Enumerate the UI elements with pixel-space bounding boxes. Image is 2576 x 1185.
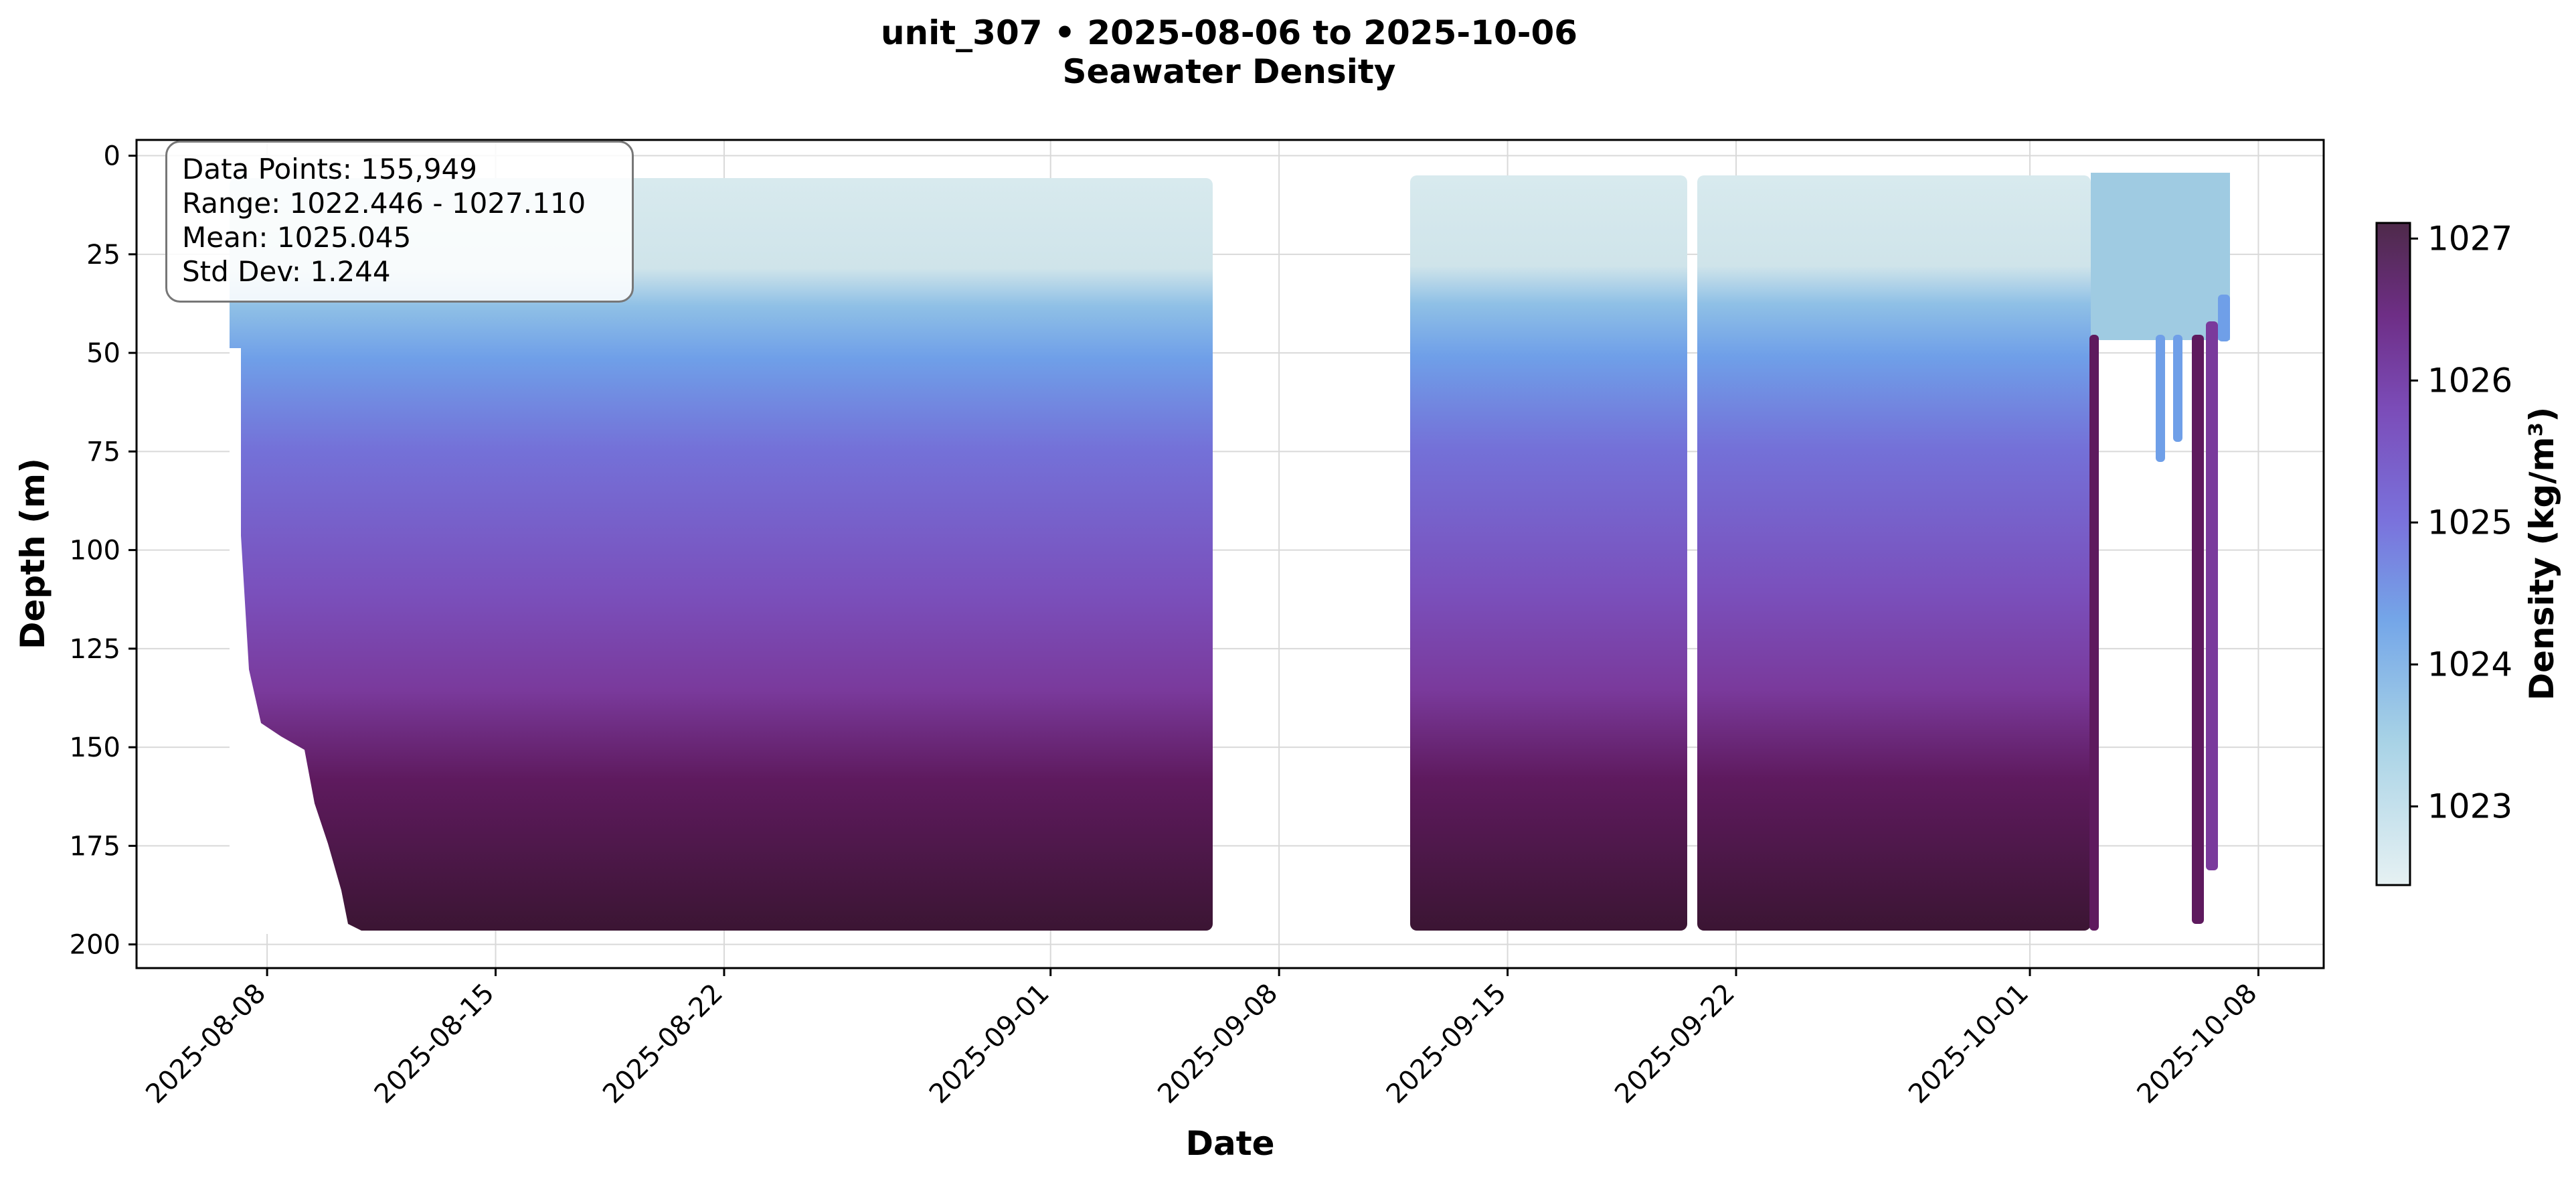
data-spike-4 — [2192, 335, 2204, 924]
data-spike-5 — [2206, 321, 2218, 870]
colorbar-tick-label: 1025 — [2427, 503, 2512, 542]
chart-title: unit_307 • 2025-08-06 to 2025-10-06 — [880, 13, 1578, 52]
x-tick-label: 2025-08-08 — [140, 978, 272, 1110]
stats-box: Data Points: 155,949 Range: 1022.446 - 1… — [165, 141, 634, 303]
data-segment-1 — [230, 178, 1213, 931]
y-tick-label: 125 — [70, 634, 120, 665]
x-axis: 2025-08-08 2025-08-15 2025-08-22 2025-09-01… — [140, 968, 2263, 1109]
data-spike-1 — [2089, 335, 2099, 931]
colorbar-ticks: 1023 1024 1025 1026 1027 — [2410, 219, 2512, 826]
data-spike-2 — [2156, 335, 2165, 462]
x-tick-label: 2025-09-15 — [1381, 978, 1513, 1110]
y-tick-label: 150 — [70, 732, 120, 763]
y-tick-label: 25 — [86, 240, 120, 270]
chart-subtitle: Seawater Density — [1062, 52, 1396, 91]
colorbar-label: Density (kg/m³) — [2522, 407, 2561, 701]
data-segment-3 — [1697, 175, 2091, 931]
stats-mean: Mean: 1025.045 — [182, 221, 412, 254]
colorbar-tick-label: 1023 — [2427, 787, 2512, 826]
stats-std-dev: Std Dev: 1.244 — [182, 255, 391, 288]
data-spike-3 — [2173, 335, 2182, 442]
plot-frame — [135, 139, 2325, 969]
colorbar-tick-label: 1026 — [2427, 361, 2512, 400]
x-tick-label: 2025-09-22 — [1609, 978, 1741, 1110]
x-tick-label: 2025-10-08 — [2132, 978, 2263, 1110]
x-tick-label: 2025-10-01 — [1903, 978, 2035, 1110]
colorbar-tick-label: 1024 — [2427, 645, 2512, 684]
y-tick-label: 75 — [86, 437, 120, 467]
data-segment-2 — [1410, 175, 1687, 931]
y-tick-label: 100 — [70, 536, 120, 566]
stats-data-points: Data Points: 155,949 — [182, 153, 477, 185]
y-tick-label: 0 — [104, 141, 120, 172]
y-axis: 0 25 50 75 100 125 150 175 200 — [70, 141, 137, 961]
stats-range: Range: 1022.446 - 1027.110 — [182, 187, 586, 220]
y-axis-label: Depth (m) — [13, 458, 52, 649]
x-axis-label: Date — [1185, 1124, 1274, 1163]
x-tick-label: 2025-09-08 — [1152, 978, 1284, 1110]
y-tick-label: 200 — [70, 930, 120, 961]
data-segment-4-surface — [2091, 173, 2230, 340]
x-tick-label: 2025-08-22 — [597, 978, 729, 1110]
y-tick-label: 50 — [86, 338, 120, 369]
colorbar-tick-label: 1027 — [2427, 219, 2512, 258]
colorbar — [2375, 222, 2411, 886]
y-tick-label: 175 — [70, 831, 120, 862]
data-spike-6 — [2218, 295, 2230, 341]
x-tick-label: 2025-09-01 — [924, 978, 1055, 1110]
x-tick-label: 2025-08-15 — [369, 978, 501, 1110]
data-mask-left — [230, 348, 368, 934]
data-region — [230, 173, 2230, 934]
